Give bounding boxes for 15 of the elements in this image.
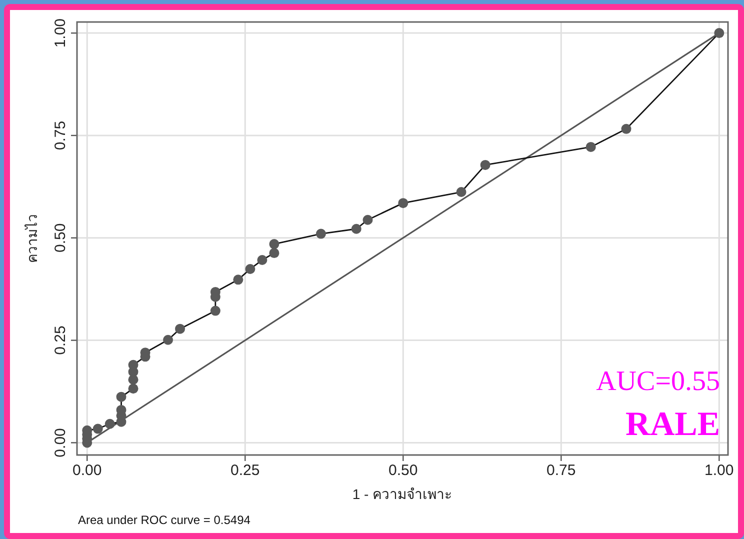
annotation: RALE (626, 406, 720, 443)
x-tick-label: 0.50 (388, 462, 418, 479)
x-tick-label: 1.00 (704, 462, 734, 479)
x-tick-label: 0.25 (230, 462, 260, 479)
y-tick-label: 1.00 (52, 18, 69, 48)
annotation: AUC=0.55 (596, 366, 720, 397)
x-tick-label: 0.75 (546, 462, 576, 479)
text: Area under ROC curve = 0.5494 (78, 513, 251, 527)
y-tick-label: 0.00 (52, 428, 69, 458)
y-axis-title: ความไว (24, 214, 40, 263)
x-tick-label: 0.00 (72, 462, 102, 479)
y-tick-label: 0.75 (52, 120, 69, 150)
x-axis-title: 1 - ความจำเพาะ (352, 486, 453, 502)
y-tick-label: 0.25 (52, 326, 69, 355)
y-tick-label: 0.50 (52, 223, 69, 252)
